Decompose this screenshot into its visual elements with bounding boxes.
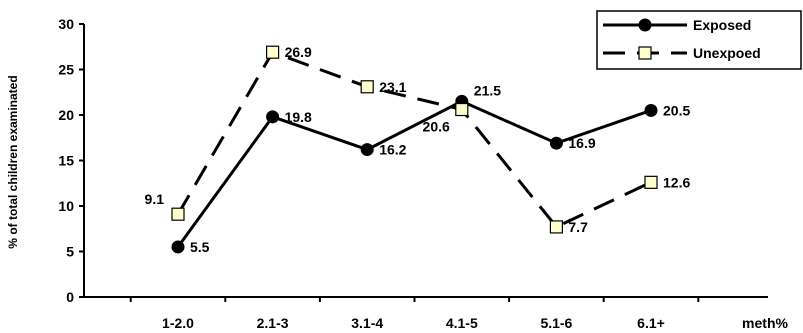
legend-label: Unexpoed	[693, 45, 761, 61]
data-label: 19.8	[285, 109, 312, 125]
y-tick-labels: 0 5 10 15 20 25 30	[58, 16, 74, 305]
data-label: 26.9	[285, 44, 312, 60]
legend-item: Exposed	[603, 17, 751, 33]
y-tick-label: 20	[58, 107, 74, 123]
series-unexpoed: 9.1 26.9 23.1 20.6 7.7 12.6	[145, 44, 691, 235]
data-label: 23.1	[379, 79, 406, 95]
data-label: 9.1	[145, 191, 165, 207]
series-line	[176, 50, 652, 229]
y-tick-label: 5	[66, 244, 74, 260]
data-point-marker	[360, 143, 374, 157]
y-tick-label: 15	[58, 153, 74, 169]
legend: Exposed Unexpoed	[596, 10, 802, 70]
data-label: 21.5	[474, 82, 501, 98]
legend-item: Unexpoed	[603, 45, 761, 61]
x-tick-label: 1-2.0	[162, 315, 194, 331]
data-point-marker	[171, 207, 185, 221]
y-tick-label: 10	[58, 198, 74, 214]
axes	[79, 23, 768, 302]
data-point-marker	[266, 45, 280, 59]
x-tick-label: 3.1-4	[351, 315, 383, 331]
data-point-marker	[549, 220, 564, 234]
x-tick-label: 5.1-6	[540, 315, 572, 331]
series-layer: 5.5 19.8 16.2 21.5 16.9 20.5 9.1 26.9 23.1 20.6 7.…	[145, 44, 691, 255]
y-tick-label: 25	[58, 62, 74, 78]
y-axis-title: % of total children examinated	[6, 75, 20, 248]
data-label: 20.6	[423, 119, 450, 135]
legend-marker	[638, 46, 652, 60]
x-tick-labels: 1-2.0 2.1-3 3.1-4 4.1-5 5.1-6 6.1+	[162, 315, 665, 331]
data-point-marker	[455, 102, 469, 117]
data-point-marker	[266, 110, 280, 124]
data-label: 16.9	[568, 135, 595, 151]
series-line	[176, 99, 652, 248]
x-tick-label: 6.1+	[637, 315, 665, 331]
data-point-marker	[644, 175, 658, 189]
data-label: 16.2	[379, 142, 406, 158]
series-exposed: 5.5 19.8 16.2 21.5 16.9 20.5	[171, 82, 690, 255]
data-point-marker	[644, 103, 658, 117]
data-label: 20.5	[663, 102, 690, 118]
legend-box	[596, 10, 802, 70]
data-point-marker	[549, 136, 563, 150]
x-tick-label: 2.1-3	[257, 315, 289, 331]
y-tick-label: 30	[58, 16, 74, 32]
x-tick-label: 4.1-5	[446, 315, 478, 331]
x-axis-title: meth%	[742, 315, 788, 331]
legend-label: Exposed	[693, 17, 751, 33]
data-label: 7.7	[568, 219, 588, 235]
data-label: 12.6	[663, 174, 690, 190]
data-point-marker	[360, 80, 374, 94]
legend-marker	[638, 18, 652, 32]
data-label: 5.5	[190, 239, 210, 255]
y-tick-label: 0	[66, 289, 74, 305]
data-point-marker	[171, 240, 185, 254]
